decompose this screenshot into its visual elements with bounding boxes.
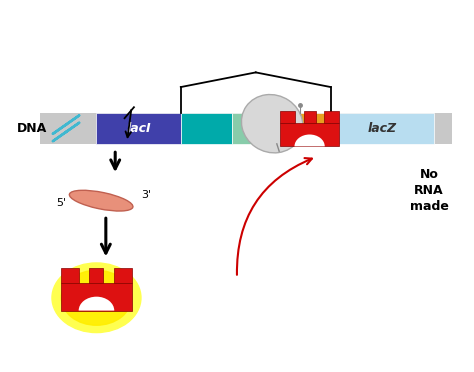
- FancyBboxPatch shape: [181, 113, 232, 144]
- FancyBboxPatch shape: [61, 283, 132, 311]
- FancyBboxPatch shape: [97, 113, 181, 144]
- FancyBboxPatch shape: [280, 110, 295, 123]
- FancyBboxPatch shape: [90, 269, 103, 283]
- Wedge shape: [294, 135, 325, 146]
- Wedge shape: [79, 296, 114, 311]
- Text: No
RNA
made: No RNA made: [410, 168, 448, 213]
- FancyBboxPatch shape: [280, 123, 339, 146]
- Text: lacI: lacI: [126, 122, 151, 135]
- Circle shape: [52, 263, 141, 333]
- Text: 3': 3': [141, 190, 151, 200]
- Ellipse shape: [241, 94, 303, 153]
- FancyBboxPatch shape: [232, 113, 284, 144]
- FancyBboxPatch shape: [324, 110, 339, 123]
- Text: 5': 5': [56, 198, 66, 208]
- FancyBboxPatch shape: [284, 113, 331, 144]
- FancyBboxPatch shape: [304, 110, 316, 123]
- FancyBboxPatch shape: [61, 269, 79, 283]
- FancyBboxPatch shape: [114, 269, 132, 283]
- Text: DNA: DNA: [17, 122, 47, 135]
- Text: lacZ: lacZ: [368, 122, 397, 135]
- Circle shape: [61, 270, 132, 325]
- FancyBboxPatch shape: [40, 113, 453, 144]
- FancyBboxPatch shape: [331, 113, 434, 144]
- Ellipse shape: [69, 190, 133, 211]
